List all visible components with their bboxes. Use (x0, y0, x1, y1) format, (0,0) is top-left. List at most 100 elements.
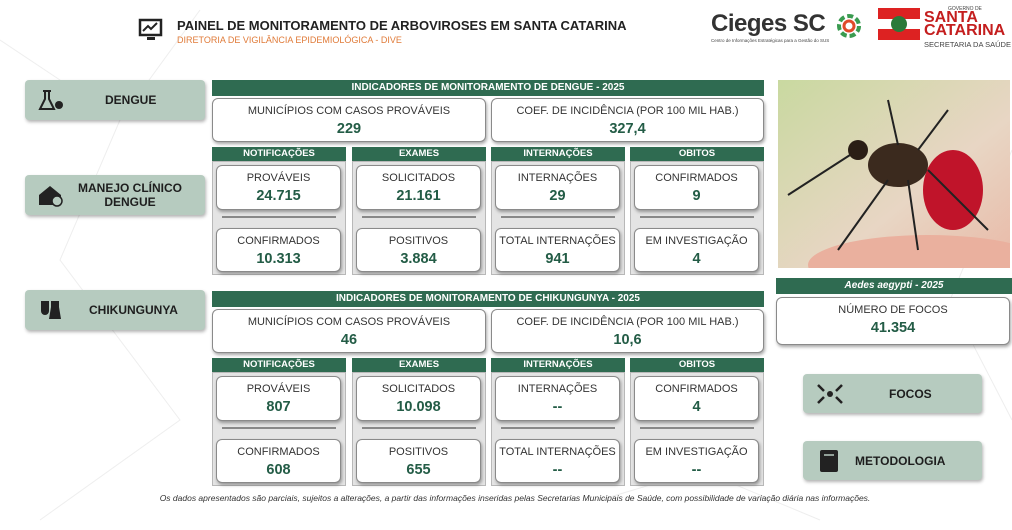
card-value: -- (496, 399, 619, 415)
card-label: CONFIRMADOS (217, 235, 340, 247)
monitor-icon (138, 18, 164, 42)
card-value: 941 (496, 251, 619, 267)
card-label: MUNICÍPIOS COM CASOS PROVÁVEIS (213, 105, 485, 117)
card-value: 4 (635, 251, 758, 267)
indicator-card: COEF. DE INCIDÊNCIA (POR 100 MIL HAB.) 32… (491, 98, 764, 142)
cieges-logo: Cieges SC (711, 10, 825, 38)
sc-catarina: CATARINA (924, 24, 1005, 38)
focos-button[interactable]: FOCOS (803, 374, 982, 413)
nav-chikungunya[interactable]: CHIKUNGUNYA (25, 290, 205, 330)
group-title: OBITOS (630, 147, 764, 161)
card-label: INTERNAÇÕES (496, 383, 619, 395)
indicator-card: TOTAL INTERNAÇÕES -- (495, 439, 620, 483)
button-icon (815, 382, 845, 406)
indicator-card: PROVÁVEIS 24.715 (216, 165, 341, 210)
card-value: 327,4 (492, 121, 763, 137)
card-label: SOLICITADOS (357, 172, 480, 184)
card-value: -- (635, 462, 758, 478)
divider (362, 427, 476, 429)
card-label: COEF. DE INCIDÊNCIA (POR 100 MIL HAB.) (492, 105, 763, 117)
group-title: NOTIFICAÇÕES (212, 147, 346, 161)
divider (640, 427, 754, 429)
card-label: CONFIRMADOS (217, 446, 340, 458)
card-label: CONFIRMADOS (635, 383, 758, 395)
aedes-title: Aedes aegypti - 2025 (776, 278, 1012, 294)
card-label: POSITIVOS (357, 235, 480, 247)
sc-secretaria: SECRETARIA DA SAÚDE (924, 40, 1011, 49)
group-title: INTERNAÇÕES (491, 358, 625, 372)
indicator-card: SOLICITADOS 21.161 (356, 165, 481, 210)
card-label: INTERNAÇÕES (496, 172, 619, 184)
nav-label: DENGUE (105, 93, 156, 107)
subtitle: DIRETORIA DE VIGILÂNCIA EPIDEMIOLÓGICA -… (177, 35, 402, 45)
card-value: 21.161 (357, 188, 480, 204)
card-label: PROVÁVEIS (217, 383, 340, 395)
card-label: PROVÁVEIS (217, 172, 340, 184)
nav-label: CHIKUNGUNYA (89, 303, 178, 317)
divider (362, 216, 476, 218)
divider (222, 427, 336, 429)
divider (222, 216, 336, 218)
card-label: NÚMERO DE FOCOS (777, 304, 1009, 316)
indicator-card: EM INVESTIGAÇÃO-- (634, 439, 759, 483)
indicator-card: MUNICÍPIOS COM CASOS PROVÁVEIS 229 (212, 98, 486, 142)
indicator-card: CONFIRMADOS 4 (634, 376, 759, 421)
group-title: EXAMES (352, 358, 486, 372)
group-title: EXAMES (352, 147, 486, 161)
card-value: 10,6 (492, 332, 763, 348)
footer-note: Os dados apresentados são parciais, suje… (0, 493, 1012, 503)
divider (501, 216, 615, 218)
card-label: MUNICÍPIOS COM CASOS PROVÁVEIS (213, 316, 485, 328)
card-value: 4 (635, 399, 758, 415)
card-label: TOTAL INTERNAÇÕES (496, 446, 619, 458)
card-value: 41.354 (777, 320, 1009, 336)
button-label: FOCOS (889, 387, 932, 401)
card-label: TOTAL INTERNAÇÕES (496, 235, 619, 247)
group-title: OBITOS (630, 358, 764, 372)
button-label: METODOLOGIA (855, 454, 945, 468)
nav-icon (37, 183, 67, 207)
card-label: CONFIRMADOS (635, 172, 758, 184)
card-value: 46 (213, 332, 485, 348)
mosquito-image (778, 80, 1010, 268)
indicator-card: CONFIRMADOS 608 (216, 439, 341, 483)
indicator-card: POSITIVOS 3.884 (356, 228, 481, 272)
nav-label: MANEJO CLÍNICO DENGUE (75, 181, 185, 209)
card-value: 3.884 (357, 251, 480, 267)
cieges-tagline: Centro de Informações Estratégicas para … (711, 38, 829, 43)
card-value: -- (496, 462, 619, 478)
card-value: 229 (213, 121, 485, 137)
nav-icon (37, 88, 67, 112)
metodologia-button[interactable]: METODOLOGIA (803, 441, 982, 480)
aedes-card: NÚMERO DE FOCOS 41.354 (776, 297, 1010, 345)
indicator-card: INTERNAÇÕES -- (495, 376, 620, 421)
nav-manejo[interactable]: MANEJO CLÍNICO DENGUE (25, 175, 205, 215)
card-value: 24.715 (217, 188, 340, 204)
divider (640, 216, 754, 218)
indicator-card: POSITIVOS 655 (356, 439, 481, 483)
card-value: 9 (635, 188, 758, 204)
card-value: 655 (357, 462, 480, 478)
title: PAINEL DE MONITORAMENTO DE ARBOVIROSES E… (177, 18, 626, 33)
section-title: INDICADORES DE MONITORAMENTO DE DENGUE -… (212, 80, 764, 96)
indicator-card: MUNICÍPIOS COM CASOS PROVÁVEIS 46 (212, 309, 486, 353)
section-title: INDICADORES DE MONITORAMENTO DE CHIKUNGU… (212, 291, 764, 307)
indicator-card: TOTAL INTERNAÇÕES 941 (495, 228, 620, 272)
card-value: 807 (217, 399, 340, 415)
nav-dengue[interactable]: DENGUE (25, 80, 205, 120)
card-value: 10.098 (357, 399, 480, 415)
cieges-ring (835, 12, 863, 40)
card-label: COEF. DE INCIDÊNCIA (POR 100 MIL HAB.) (492, 316, 763, 328)
indicator-card: CONFIRMADOS10.313 (216, 228, 341, 272)
card-value: 29 (496, 188, 619, 204)
nav-icon (37, 298, 67, 322)
indicator-card: PROVÁVEIS 807 (216, 376, 341, 421)
group-title: INTERNAÇÕES (491, 147, 625, 161)
indicator-card: CONFIRMADOS 9 (634, 165, 759, 210)
divider (501, 427, 615, 429)
card-label: POSITIVOS (357, 446, 480, 458)
card-value: 608 (217, 462, 340, 478)
indicator-card: COEF. DE INCIDÊNCIA (POR 100 MIL HAB.) 10… (491, 309, 764, 353)
